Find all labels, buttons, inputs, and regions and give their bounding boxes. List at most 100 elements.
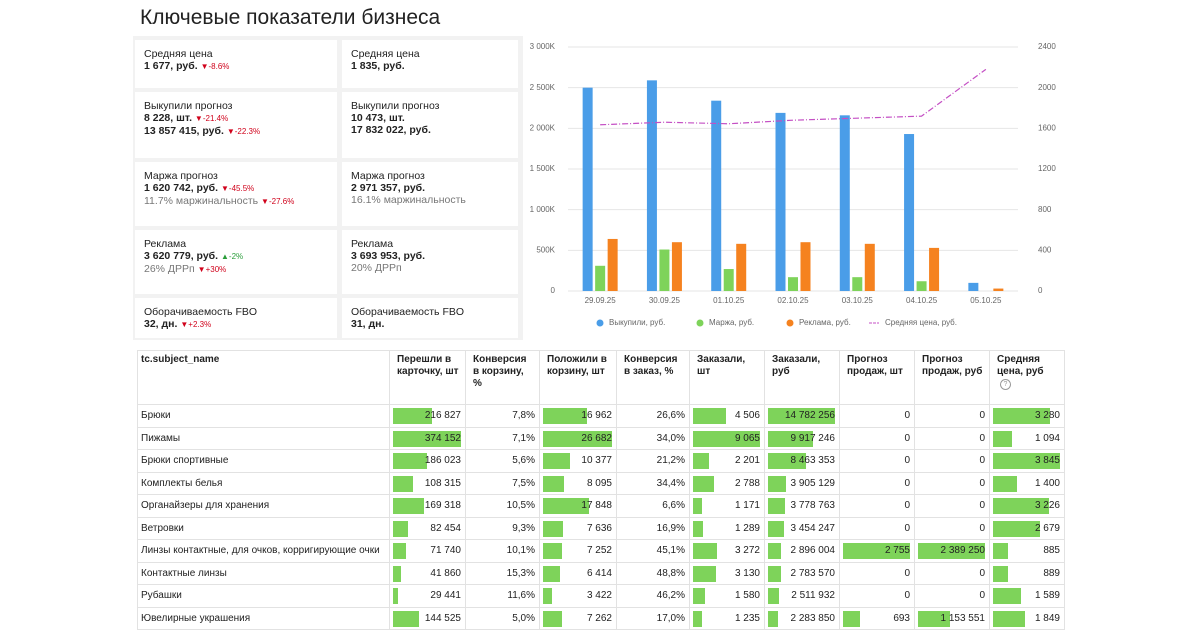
kpi-arrow: ▼ [226,127,235,136]
y2-tick-label: 400 [1038,245,1052,254]
cell-number: 169 318 [424,500,461,511]
table-cell: 3 905 129 [765,472,840,495]
column-header: Заказали, шт [690,350,765,405]
cell-bar [843,543,910,559]
kpi-label: Реклама [144,238,187,250]
table-cell: 0 [915,427,990,450]
cell-number: 2 755 [884,545,910,556]
table-cell: 0 [840,517,915,540]
cell-bar [768,475,786,492]
kpi-change: -8.6% [208,62,230,71]
y-tick-label: 2 500K [530,83,556,92]
bar [993,288,1004,291]
legend-dot [696,319,704,327]
cell-number: 7,8% [512,410,535,421]
table-cell: Линзы контактные, для очков, корригирующ… [137,540,390,563]
cell-bar [393,498,424,514]
cell-bar [543,453,570,469]
cell-number: 3 130 [734,567,760,579]
table-cell: 144 525 [390,607,466,630]
table-cell: 6,6% [617,495,690,518]
cell-number: 0 [979,500,985,511]
kpi-line: 16.1% маржинальность [351,194,509,206]
cell-bar [993,565,1009,582]
table-cell: 5,6% [466,450,540,473]
legend-label: Средняя цена, руб. [885,318,957,327]
line [600,68,987,126]
cell-bar [768,543,782,559]
x-tick-label: 04.10.25 [906,296,938,305]
cell-bar [768,520,784,537]
cell-text: Рубашки [141,590,182,601]
y2-tick-label: 1600 [1038,123,1056,132]
legend-item: Выкупили, руб. [596,318,665,327]
cell-number: 693 [893,612,910,624]
table-cell: 0 [840,427,915,450]
kpi-card: Реклама 3 693 953, руб. 20% ДРРп [342,230,518,294]
cell-bar [693,520,703,537]
cell-bar [693,498,702,514]
cell-number: 0 [904,522,910,534]
cell-number: 2 511 932 [791,590,835,601]
table-cell: 7 636 [540,517,617,540]
kpi-change: -2% [228,252,244,261]
table-cell: 2 896 004 [765,540,840,563]
cell-number: 7 636 [586,522,612,534]
kpi-label: Выкупили прогноз [351,100,440,112]
cell-text: Брюки [141,410,171,421]
table-cell: 17,0% [617,607,690,630]
y-tick-label: 1 000K [530,205,556,214]
table-cell: 3 226 [990,495,1065,518]
cell-number: 3 845 [1034,455,1060,466]
table-cell: 7,1% [466,427,540,450]
kpi-card: Выкупили прогноз 10 473, шт. 17 832 022, р… [342,92,518,158]
table-cell: 374 152 [390,427,466,450]
cell-number: 14 782 256 [784,410,835,421]
cell-bar [993,453,1060,469]
x-tick-label: 30.09.25 [649,296,681,305]
cell-number: 1 580 [734,590,760,601]
kpi-arrow: ▲ [221,252,229,261]
column-header: Конверсия в корзину, % [466,350,540,405]
cell-number: 108 315 [424,477,461,489]
cell-bar [768,588,780,604]
cell-number: 3 280 [1034,410,1060,421]
kpi-value: 16.1% маржинальность [351,194,466,206]
kpi-value: 11.7% маржинальность [144,195,259,207]
bar [839,115,850,291]
kpi-line: 31, дн. [351,318,509,330]
cell-number: 1 400 [1034,477,1060,489]
table-cell: 1 153 551 [915,607,990,630]
cell-text: Ювелирные украшения [141,612,251,624]
x-tick-label: 05.10.25 [970,296,1002,305]
kpi-label: Средняя цена [351,48,420,60]
x-tick-label: 29.09.25 [585,296,617,305]
kpi-line: 1 835, руб. [351,60,509,72]
cell-number: 1 589 [1034,590,1060,601]
cell-number: 48,8% [656,567,685,579]
bar [736,243,747,291]
y-tick-label: 2 000K [530,123,556,132]
cell-number: 7,1% [512,432,535,444]
table-cell: 1 235 [690,607,765,630]
table-cell: 889 [990,562,1065,585]
legend-dot [596,319,604,327]
table-cell: 186 023 [390,450,466,473]
kpi-value: 31, дн. [351,318,385,330]
cell-number: 26 682 [581,432,612,444]
legend-label: Маржа, руб. [709,318,754,327]
table-cell: 885 [990,540,1065,563]
cell-number: 41 860 [430,567,461,579]
kpi-line: 17 832 022, руб. [351,124,509,136]
cell-number: 45,1% [656,545,685,556]
table-cell: 0 [915,562,990,585]
cell-bar [543,475,564,492]
cell-number: 26,6% [656,410,685,421]
table-cell: 1 171 [690,495,765,518]
table-cell: 16,9% [617,517,690,540]
bar [607,238,618,291]
kpi-arrow: ▼ [194,114,203,123]
cell-number: 2 783 570 [790,567,836,579]
cell-number: 0 [979,432,985,444]
cell-bar [693,430,760,447]
